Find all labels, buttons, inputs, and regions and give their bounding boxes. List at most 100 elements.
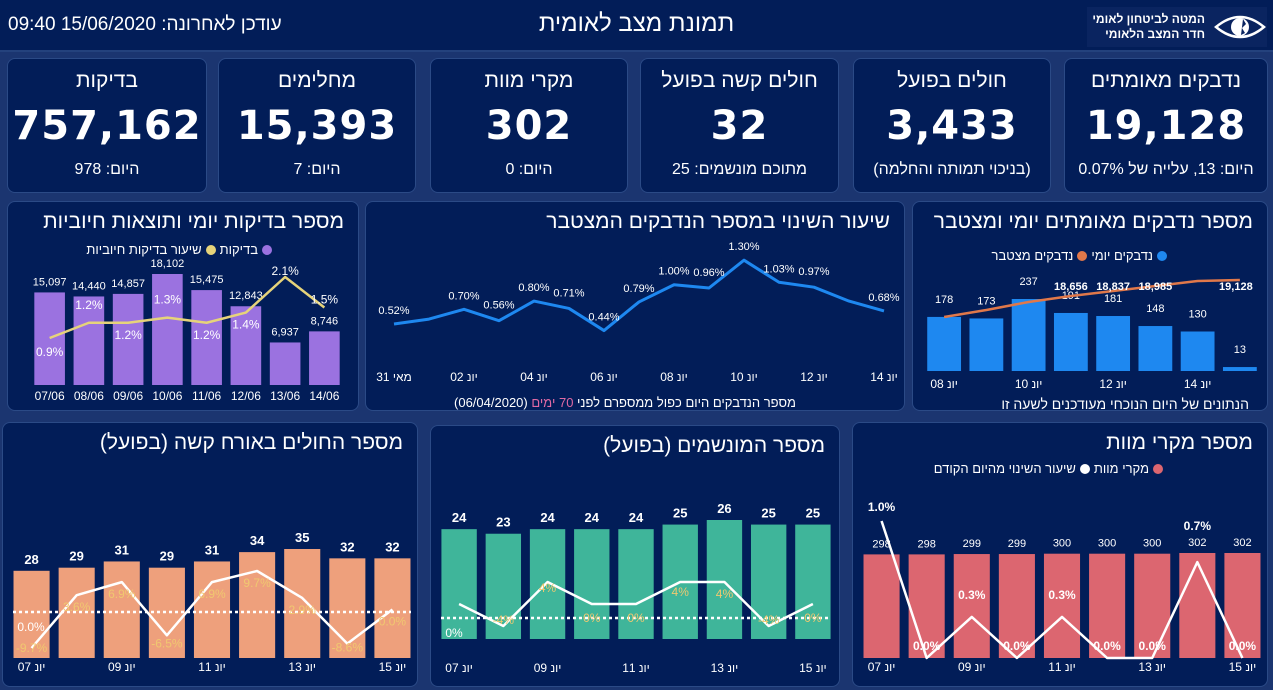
data-label: 0.52%: [378, 305, 409, 317]
line-value-label: 1.2%: [114, 328, 142, 342]
chart-bar: [1096, 316, 1131, 371]
chart-bar: [1222, 367, 1257, 371]
bar-value-label: 18,102: [151, 258, 185, 270]
legend-item-cumulative[interactable]: נדבקים מצטבר: [992, 248, 1088, 263]
data-label: 1.30%: [728, 241, 759, 253]
bar-value-label: 178: [935, 294, 953, 306]
data-label: 0.79%: [623, 283, 654, 295]
kpi-value: 302: [485, 103, 573, 149]
kpi-title: חולים בפועל: [897, 69, 1007, 92]
line-value-label: 0.0%: [1139, 639, 1167, 653]
cumulative-label: 18,985: [1139, 281, 1173, 293]
growth-footnote: מספר הנדבקים היום כפול ממספרם לפני 70 ימ…: [454, 395, 796, 410]
line-value-label: 0.3%: [1048, 588, 1076, 602]
legend-item-daily[interactable]: נדבקים יומי: [1091, 248, 1167, 263]
bar-value-label: 26: [717, 501, 731, 516]
line-value-label: 1.2%: [193, 328, 221, 342]
panel-title: מספר החולים באורח קשה (בפועל): [99, 431, 403, 454]
chart-line: [30, 569, 394, 649]
bar-value-label: 35: [295, 530, 309, 545]
chart-bar: [1180, 331, 1215, 371]
line-value-label: 1.3%: [154, 293, 182, 307]
line-value-label: -6.5%: [151, 636, 183, 650]
line-value-label: 6.9%: [198, 587, 226, 601]
chart-bar: [618, 529, 654, 639]
legend-item-deaths[interactable]: מקרי מוות: [1094, 461, 1163, 476]
chart-bar: [148, 567, 185, 658]
kpi-title: חולים קשה בפועל: [661, 69, 818, 92]
chart-bar: [1224, 553, 1261, 658]
x-tick-label: יונ 14: [870, 370, 898, 384]
legend-label: נדבקים יומי: [1091, 248, 1153, 263]
panel-deaths-chart: מספר מקרי מוות מקרי מוות שיעור השינוי מה…: [852, 422, 1268, 687]
chart-bar: [1043, 553, 1081, 658]
chart-bar: [953, 554, 990, 658]
cumulative-label: 18,837: [1096, 281, 1130, 293]
x-tick-label: 07/06: [35, 389, 65, 403]
x-tick-label: יונ 11: [1048, 660, 1076, 674]
data-label: 1.03%: [763, 263, 794, 275]
chart-bar: [863, 554, 900, 658]
line-value-label: -9.7%: [16, 641, 48, 655]
line-value-label: 0.3%: [958, 588, 986, 602]
legend-dot-icon: [1157, 250, 1167, 261]
bar-value-label: 299: [963, 538, 981, 550]
x-tick-label: יונ 07: [868, 660, 896, 674]
data-label: 0.68%: [868, 292, 899, 304]
kpi-value: 32: [710, 103, 769, 149]
kpi-severe: חולים קשה בפועל 32 מתוכם מונשמים: 25: [640, 58, 839, 193]
bar-value-label: 299: [1008, 538, 1026, 550]
chart-bar: [239, 552, 276, 658]
panel-tests-chart: מספר בדיקות יומי ותוצאות חיוביות בדיקות …: [7, 201, 359, 411]
x-tick-label: יונ 07: [445, 661, 473, 675]
page-title: תמונת מצב לאומית: [538, 10, 735, 37]
line-value-label: 1.2%: [75, 298, 103, 312]
growth-chart-svg: 0.52% 0.70% 0.56% 0.80% 0.71% 0.44% 0.79% 1.00%…: [376, 241, 900, 384]
bar-value-label: 32: [340, 539, 354, 554]
x-tick-label: 10/06: [152, 389, 182, 403]
chart-bar: [969, 318, 1004, 371]
chart-bar: [1089, 553, 1126, 658]
legend-item-positive-rate[interactable]: שיעור בדיקות חיוביות: [86, 242, 216, 257]
x-tick-label: יונ 10: [730, 370, 758, 384]
legend-item-tests[interactable]: בדיקות: [220, 242, 272, 257]
kpi-sub: (בניכוי תמותה והחלמה): [873, 161, 1031, 178]
x-tick-label: יונ 04: [520, 370, 548, 384]
x-tick-label: 12/06: [231, 389, 261, 403]
chart-bar: [152, 274, 183, 385]
x-tick-label: מאי 31: [376, 370, 412, 384]
legend-label: שיעור בדיקות חיוביות: [86, 242, 202, 257]
ventilated-chart-svg: 24 23 24 24 24 25 26 25 25 -4% 4% 0% 0% 4% 4% -4% 0% יונ …: [441, 501, 831, 675]
line-value-label: 6.9%: [108, 587, 136, 601]
header: עודכן לאחרונה: 15/06/2020 09:40 תמונת מצ…: [0, 0, 1273, 52]
line-value-label: 3.6%: [63, 600, 91, 614]
line-value-label: 0.0%: [913, 639, 941, 653]
x-tick-label: יונ 11: [198, 660, 226, 674]
legend-label: שיעור השינוי מהיום הקודם: [933, 461, 1076, 476]
line-value-label: 1.4%: [232, 318, 260, 332]
severe-chart-svg: 28 29 31 29 31 34 35 32 32 -9.7% 3.6% 6.9% -6.5% 6.9%…: [13, 530, 411, 674]
x-tick-label: יונ 09: [108, 660, 136, 674]
x-tick-label: יונ 12: [1099, 377, 1127, 391]
logo: המטה לביטחון לאומי חדר המצב הלאומי: [1087, 7, 1267, 47]
line-value-label: 1.0%: [868, 500, 896, 514]
legend-label: מקרי מוות: [1093, 461, 1149, 476]
chart-bar: [329, 558, 366, 658]
bar-value-label: 130: [1188, 309, 1206, 321]
x-tick-label: 09/06: [113, 389, 143, 403]
cases-footnote: הנתונים של היום הנוכחי מעודכנים לשעה זו: [1001, 396, 1249, 412]
chart-bar: [795, 524, 831, 639]
logo-text: המטה לביטחון לאומי חדר המצב הלאומי: [1092, 12, 1205, 42]
x-tick-label: יונ 14: [1184, 377, 1212, 391]
bar-value-label: 13: [1234, 344, 1246, 356]
legend-item-change-rate[interactable]: שיעור השינוי מהיום הקודם: [934, 461, 1090, 476]
x-tick-label: יונ 15: [1229, 660, 1257, 674]
panel-severe-chart: מספר החולים באורח קשה (בפועל) 28 29 31 29 31…: [2, 422, 418, 687]
cumulative-label: 19,128: [1219, 281, 1253, 293]
data-label: 1.00%: [658, 266, 689, 278]
bar-value-label: 24: [585, 510, 600, 525]
bar-value-label: 237: [1019, 276, 1037, 288]
x-tick-label: יונ 15: [379, 660, 407, 674]
line-value-label: 4%: [716, 587, 734, 601]
